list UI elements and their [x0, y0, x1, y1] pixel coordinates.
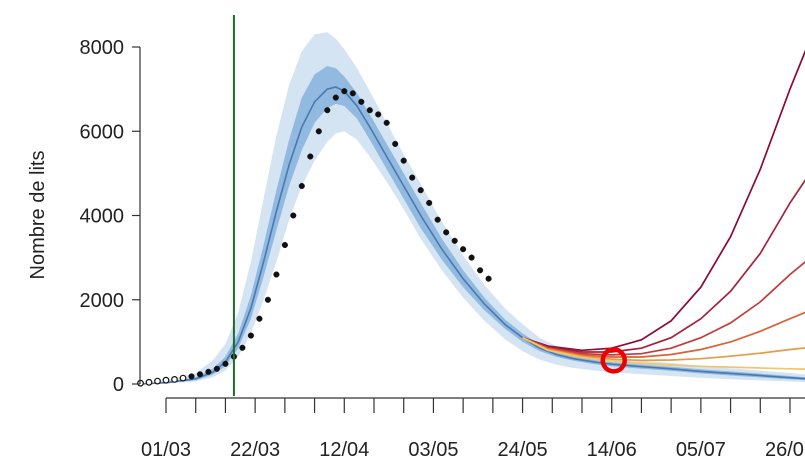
observed-point — [274, 272, 280, 278]
observed-point — [375, 112, 381, 118]
observed-point — [477, 268, 483, 274]
y-tick-label: 8000 — [80, 37, 125, 59]
observed-point — [197, 372, 203, 378]
scenario-curves — [523, 26, 805, 369]
observed-point — [155, 378, 161, 384]
observed-point — [443, 230, 449, 236]
observed-point — [189, 374, 195, 380]
observed-point — [460, 246, 466, 252]
observed-point — [265, 297, 271, 303]
scenario-line-2 — [523, 165, 805, 352]
observed-point — [350, 91, 356, 97]
observed-point — [359, 99, 365, 105]
x-tick-label: 22/03 — [230, 439, 280, 459]
observed-point — [409, 175, 415, 181]
observed-point — [308, 154, 314, 160]
observed-point — [486, 276, 492, 282]
observed-point — [299, 183, 305, 189]
y-tick-label: 6000 — [80, 121, 125, 143]
observed-point — [146, 380, 152, 386]
observed-point — [426, 200, 432, 206]
observed-point — [223, 361, 229, 367]
observed-point — [248, 333, 254, 339]
x-tick-label: 26/07 — [765, 439, 805, 459]
observed-point — [316, 129, 322, 135]
observed-point — [367, 107, 373, 113]
observed-point — [392, 141, 398, 147]
x-tick-label: 03/05 — [408, 439, 458, 459]
observed-point — [418, 187, 424, 193]
y-tick-label: 4000 — [80, 206, 125, 228]
y-tick-label: 2000 — [80, 290, 125, 312]
observed-point — [214, 366, 220, 372]
scenario-line-1 — [523, 26, 805, 350]
observed-point — [435, 217, 441, 223]
observed-point — [172, 377, 178, 383]
observed-point — [333, 95, 339, 101]
observed-point — [206, 369, 212, 375]
observed-point — [469, 255, 475, 261]
observed-point — [384, 120, 390, 126]
x-tick-label: 24/05 — [498, 439, 548, 459]
observed-point — [240, 345, 246, 351]
confidence-bands — [141, 32, 805, 384]
x-tick-label: 12/04 — [319, 439, 369, 459]
x-tick-label: 05/07 — [676, 439, 726, 459]
observed-point — [180, 375, 186, 381]
observed-point — [342, 88, 348, 94]
observed-point — [291, 213, 297, 219]
observed-point — [282, 242, 288, 248]
y-axis-label: Nombre de lits — [27, 151, 49, 280]
x-tick-label: 01/03 — [141, 439, 191, 459]
observed-point — [257, 316, 263, 322]
observed-point — [325, 107, 331, 113]
observed-point — [163, 377, 169, 383]
x-tick-label: 14/06 — [587, 439, 637, 459]
y-tick-label: 0 — [113, 374, 124, 396]
observed-point — [452, 238, 458, 244]
observed-point — [401, 158, 407, 164]
